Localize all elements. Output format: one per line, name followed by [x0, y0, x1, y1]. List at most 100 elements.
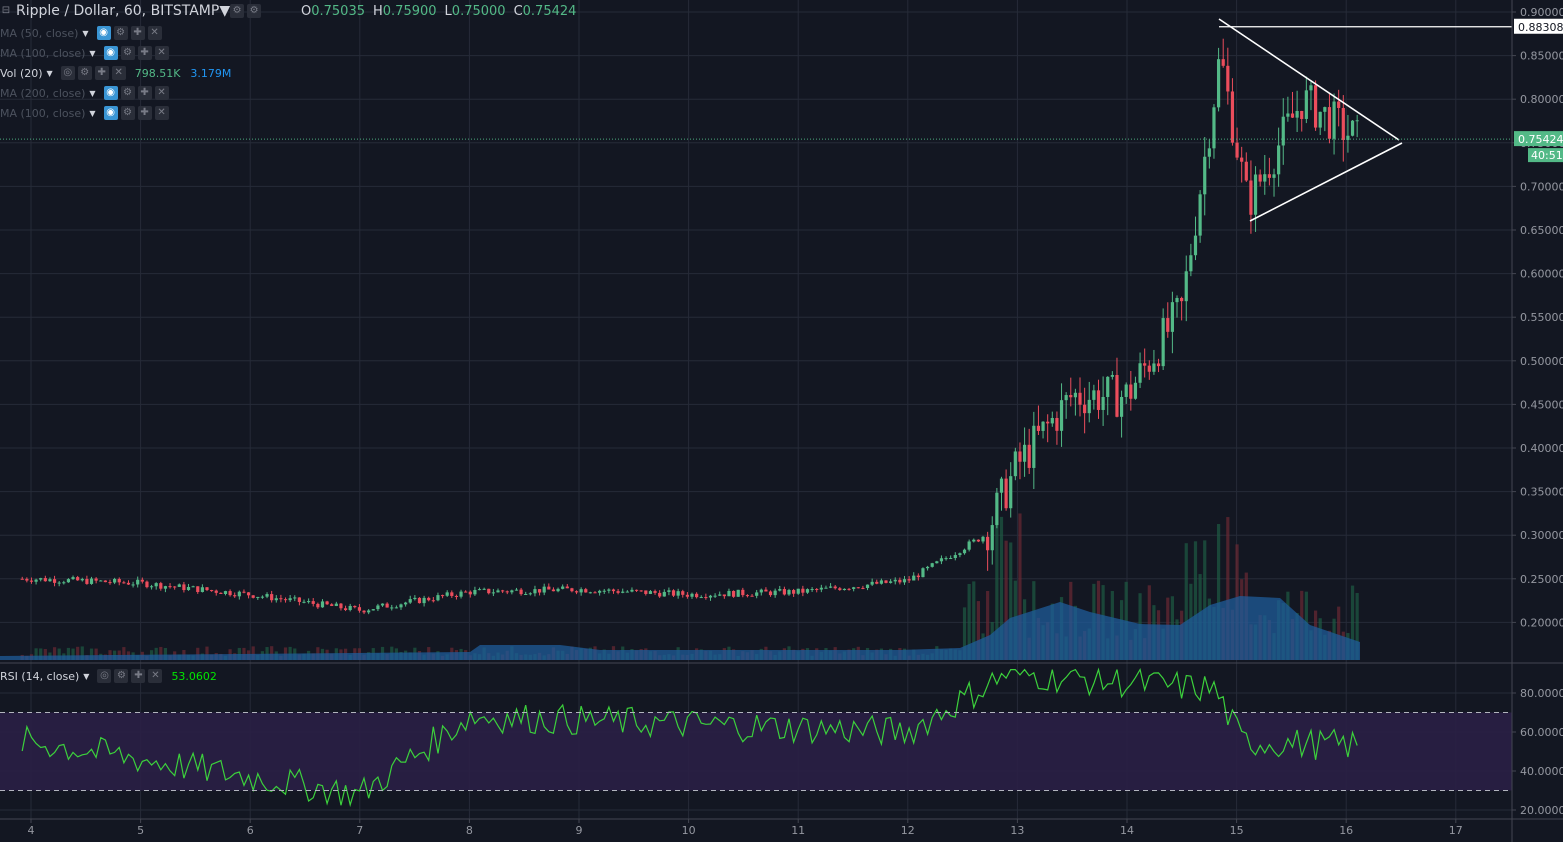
time-label: 12	[901, 824, 915, 837]
price-axis[interactable]: 0.900000.850000.800000.750000.700000.650…	[1512, 6, 1563, 629]
close-icon[interactable]: ✕	[148, 669, 163, 683]
candle-body	[186, 586, 191, 591]
candle-body	[561, 586, 565, 589]
candle-body	[311, 601, 315, 604]
indicator-label[interactable]: Vol (20)	[0, 66, 43, 80]
low-value: 0.75000	[451, 4, 506, 19]
eye-icon[interactable]: ◎	[60, 66, 75, 80]
symbol-title[interactable]: Ripple / Dollar, 60, BITSTAMP	[16, 3, 220, 19]
gear-icon[interactable]: ⚙	[247, 4, 262, 18]
candlestick-series	[20, 38, 1359, 615]
rsi-label: 40.0000	[1520, 765, 1563, 778]
settings-icon[interactable]: ⚙	[113, 26, 128, 40]
price-label: 0.90000	[1520, 6, 1563, 19]
indicator-ma100[interactable]: MA (100, close) ▼ ◉ ⚙ ✚ ✕	[0, 44, 172, 62]
time-label: 4	[28, 824, 35, 837]
candle-body	[898, 579, 902, 583]
high-value: 0.75900	[382, 4, 437, 19]
candle-body	[482, 588, 486, 590]
candle-body	[1263, 174, 1267, 182]
candle-body	[1249, 180, 1253, 215]
last-price-marker-label: 0.75424	[1518, 133, 1563, 146]
plus-icon[interactable]: ✚	[137, 46, 152, 60]
close-icon[interactable]: ✕	[154, 106, 169, 120]
settings-icon[interactable]: ⚙	[120, 86, 135, 100]
settings-icon[interactable]: ⚙	[120, 46, 135, 60]
candle-body	[1106, 376, 1110, 397]
time-axis[interactable]: 4 5 6 7 8 9 10 11 12 13 14 15 16 17	[28, 819, 1463, 837]
candle-body	[1129, 384, 1133, 399]
candle-body	[607, 589, 611, 591]
plus-icon[interactable]: ✚	[130, 26, 145, 40]
candle-body	[1059, 400, 1064, 431]
candle-body	[233, 595, 237, 597]
indicator-ma200[interactable]: MA (200, close) ▼ ◉ ⚙ ✚ ✕	[0, 84, 172, 102]
close-icon[interactable]: ✕	[154, 46, 169, 60]
indicator-ma50[interactable]: MA (50, close) ▼ ◉ ⚙ ✚ ✕	[0, 24, 165, 42]
candle-body	[270, 594, 274, 601]
rsi-axis[interactable]: 80.0000 60.0000 40.0000 20.0000	[1512, 687, 1563, 817]
candle-body	[1267, 174, 1271, 178]
indicator-label[interactable]: MA (50, close)	[0, 26, 79, 40]
indicator-volume[interactable]: Vol (20) ▼ ◎ ⚙ ✚ ✕ 798.51K 3.179M	[0, 64, 231, 82]
plus-icon[interactable]: ✚	[137, 106, 152, 120]
close-icon[interactable]: ✕	[154, 86, 169, 100]
indicator-label[interactable]: MA (100, close)	[0, 46, 86, 60]
indicator-label[interactable]: RSI (14, close)	[0, 669, 80, 683]
horizontal-line-marker	[1514, 18, 1563, 34]
eye-icon[interactable]: ◉	[103, 86, 118, 100]
settings-icon[interactable]: ⚙	[230, 4, 245, 18]
candle-body	[856, 587, 860, 589]
candle-body	[1069, 395, 1073, 398]
indicator-label[interactable]: MA (100, close)	[0, 106, 86, 120]
indicator-label[interactable]: MA (200, close)	[0, 86, 86, 100]
candle-body	[949, 558, 953, 560]
candle-body	[1180, 297, 1184, 302]
chevron-down-icon[interactable]: ▼	[83, 671, 90, 681]
candle-body	[1036, 425, 1041, 431]
candle-body	[1152, 363, 1156, 372]
settings-icon[interactable]: ⚙	[77, 66, 92, 80]
chevron-down-icon[interactable]: ▼	[219, 3, 231, 19]
candle-body	[782, 589, 786, 595]
chevron-down-icon[interactable]: ▼	[82, 28, 89, 38]
indicator-rsi[interactable]: RSI (14, close) ▼ ◎ ⚙ ✚ ✕ 53.0602	[0, 667, 217, 685]
candle-body	[796, 588, 800, 594]
candle-body	[487, 588, 491, 594]
plus-icon[interactable]: ✚	[137, 86, 152, 100]
eye-icon[interactable]: ◉	[103, 46, 118, 60]
chevron-down-icon[interactable]: ▼	[89, 88, 96, 98]
eye-icon[interactable]: ◉	[103, 106, 118, 120]
settings-icon[interactable]: ⚙	[120, 106, 135, 120]
indicator-ma100-b[interactable]: MA (100, close) ▼ ◉ ⚙ ✚ ✕	[0, 104, 172, 122]
candle-body	[39, 578, 43, 580]
plus-icon[interactable]: ✚	[94, 66, 109, 80]
candle-body	[436, 595, 440, 601]
settings-icon[interactable]: ⚙	[114, 669, 129, 683]
collapse-icon[interactable]: ⊟	[1, 5, 11, 16]
candle-body	[302, 601, 306, 603]
candle-body	[505, 591, 509, 593]
plus-icon[interactable]: ✚	[131, 669, 146, 683]
triangle-drawing[interactable]	[1218, 18, 1512, 222]
chevron-down-icon[interactable]: ▼	[89, 108, 96, 118]
candle-body	[43, 578, 47, 582]
candle-body	[815, 589, 819, 591]
open-key: O	[301, 4, 312, 19]
volume-bar	[1350, 585, 1355, 660]
close-icon[interactable]: ✕	[147, 26, 162, 40]
eye-icon[interactable]: ◎	[97, 669, 112, 683]
candle-body	[1175, 297, 1179, 303]
eye-icon[interactable]: ◉	[96, 26, 111, 40]
candle-body	[316, 603, 320, 608]
volume-bar	[66, 647, 71, 660]
candle-body	[962, 549, 967, 554]
close-icon[interactable]: ✕	[111, 66, 126, 80]
chevron-down-icon[interactable]: ▼	[46, 68, 53, 78]
candle-body	[524, 593, 528, 595]
candle-body	[1355, 120, 1359, 122]
chevron-down-icon[interactable]: ▼	[89, 48, 96, 58]
candle-body	[71, 577, 75, 580]
price-label: 0.30000	[1520, 529, 1563, 542]
